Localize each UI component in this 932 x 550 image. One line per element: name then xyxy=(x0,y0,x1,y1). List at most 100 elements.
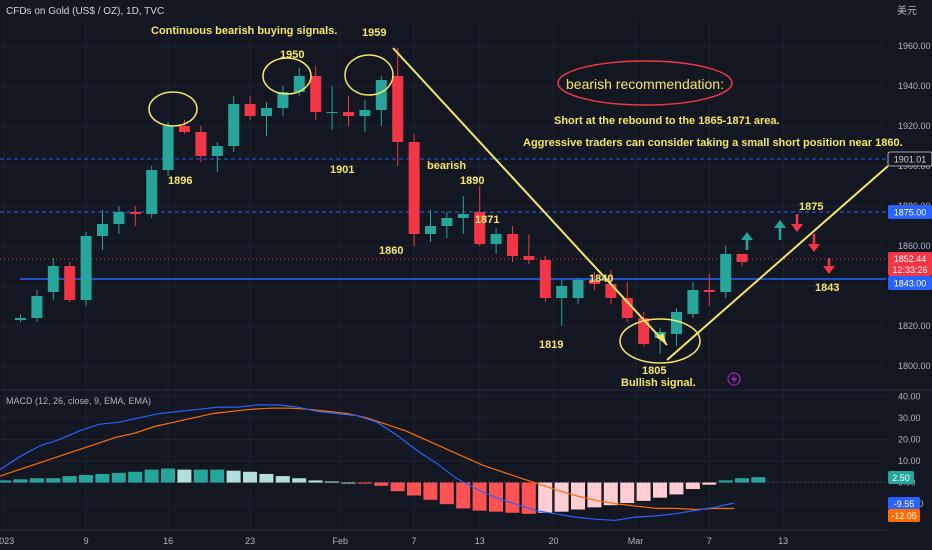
price-annotation-label: 1875 xyxy=(799,201,823,213)
price-tick-label: 1820.00 xyxy=(898,321,931,331)
macd-histogram-bar xyxy=(210,469,225,483)
candle-body[interactable] xyxy=(375,80,387,110)
time-tick-label: 13 xyxy=(778,536,788,546)
candle-body[interactable] xyxy=(507,234,518,256)
candle-body[interactable] xyxy=(441,218,453,226)
downtrend-arrowhead xyxy=(656,333,667,345)
candle-body[interactable] xyxy=(621,298,633,318)
candle-body[interactable] xyxy=(261,108,272,116)
macd-signal-tag[interactable]: -12.05 xyxy=(888,509,920,522)
lightning-event-icon[interactable] xyxy=(727,372,741,386)
candle-body[interactable] xyxy=(474,212,486,244)
macd-histogram-bar xyxy=(95,473,110,483)
macd-histogram-bar xyxy=(0,480,11,483)
candle-body[interactable] xyxy=(687,290,699,314)
bullish-signal-label: Bullish signal. xyxy=(621,377,696,389)
macd-histogram-bar xyxy=(423,482,438,500)
candle-body[interactable] xyxy=(310,76,322,112)
candle-body[interactable] xyxy=(539,260,551,298)
candle-body[interactable] xyxy=(703,290,715,292)
candle-body[interactable] xyxy=(457,214,469,218)
candle-body[interactable] xyxy=(359,110,371,116)
candle-body[interactable] xyxy=(113,212,125,224)
price-tick-label: 1920.00 xyxy=(898,121,931,131)
price-tag-last[interactable]: 1852.44 12:33:26 xyxy=(888,252,932,276)
macd-histogram-bar xyxy=(111,472,126,483)
macd-histogram-bar xyxy=(193,469,208,483)
candle-body[interactable] xyxy=(523,256,535,260)
macd-histogram-bar xyxy=(407,482,421,496)
red-down-arrow xyxy=(791,214,803,232)
candle-body[interactable] xyxy=(195,132,207,156)
ellipse-1896-top[interactable] xyxy=(148,91,198,127)
macd-lines-group xyxy=(0,404,735,521)
candle-body[interactable] xyxy=(736,254,748,262)
macd-tick-label: 30.00 xyxy=(898,413,921,423)
top-left-note: Continuous bearish buying signals. xyxy=(151,25,337,37)
candle-body[interactable] xyxy=(47,266,59,292)
macd-histogram-bar xyxy=(177,469,192,483)
time-tick-label: 7 xyxy=(412,536,417,546)
candle-body[interactable] xyxy=(129,212,141,214)
time-tick-label: Mar xyxy=(628,536,644,546)
price-tick-label: 1960.00 xyxy=(898,41,931,51)
macd-signal-line xyxy=(0,407,735,511)
candle-body[interactable] xyxy=(293,76,305,92)
price-annotation-label: 1871 xyxy=(475,214,499,226)
ellipse-1950-top[interactable] xyxy=(262,57,312,95)
candle-body[interactable] xyxy=(425,226,436,234)
macd-histogram-bar xyxy=(735,478,749,483)
svg-text:1843.00: 1843.00 xyxy=(894,279,927,289)
macd-histogram-bar xyxy=(275,476,290,483)
price-annotation-label: 1890 xyxy=(460,175,484,187)
macd-histogram-bar xyxy=(79,475,93,483)
recommendation-ellipse[interactable] xyxy=(557,60,733,106)
candle-body[interactable] xyxy=(392,76,404,142)
candle-body[interactable] xyxy=(572,280,584,298)
candle-body[interactable] xyxy=(64,266,76,300)
candle-body[interactable] xyxy=(343,112,354,116)
macd-line-tag[interactable]: -9.55 xyxy=(888,497,920,510)
candle-body[interactable] xyxy=(179,126,190,132)
candle-body[interactable] xyxy=(671,312,682,334)
price-annotation-label: 1819 xyxy=(539,339,563,351)
candle-body[interactable] xyxy=(605,284,617,298)
price-annotation-label: 1950 xyxy=(280,49,304,61)
downtrend-line[interactable] xyxy=(392,47,668,346)
candle-body[interactable] xyxy=(720,254,732,292)
time-axis[interactable]: 2023 9 16 23 Feb 7 13 20 Mar 7 13 xyxy=(0,536,788,546)
time-tick-label: 2023 xyxy=(0,536,14,546)
candle-body[interactable] xyxy=(162,126,174,170)
price-tag-1901[interactable]: 1901.01 xyxy=(887,151,932,167)
candle-body[interactable] xyxy=(97,224,108,236)
candle-body[interactable] xyxy=(15,318,26,320)
candle-body[interactable] xyxy=(326,112,338,113)
svg-text:1875.00: 1875.00 xyxy=(894,208,927,218)
candle-body[interactable] xyxy=(211,146,223,156)
candle-body[interactable] xyxy=(31,296,43,318)
macd-histogram-bar xyxy=(554,482,569,512)
candle-body[interactable] xyxy=(556,286,568,298)
macd-histogram-bar xyxy=(685,482,700,490)
candle-body[interactable] xyxy=(228,104,240,146)
candle-body[interactable] xyxy=(244,104,256,116)
macd-histogram-bar xyxy=(521,482,536,514)
candle-body[interactable] xyxy=(277,92,289,108)
candle-body[interactable] xyxy=(80,236,92,300)
svg-text:2.50: 2.50 xyxy=(892,473,910,483)
ellipse-1959-top[interactable] xyxy=(344,54,394,96)
candle-body[interactable] xyxy=(146,170,158,214)
price-tag-1875[interactable]: 1875.00 xyxy=(888,205,932,219)
candle-body[interactable] xyxy=(638,318,650,344)
macd-histogram-bar xyxy=(46,478,61,483)
price-tag-1843[interactable]: 1843.00 xyxy=(888,276,932,290)
ellipse-1805-bottom[interactable] xyxy=(619,318,701,364)
price-annotation-label: 1843 xyxy=(815,282,839,294)
time-tick-label: 9 xyxy=(84,536,89,546)
candle-body[interactable] xyxy=(490,234,502,244)
candle-body[interactable] xyxy=(589,280,600,284)
macd-histogram-tag[interactable]: 2.50 xyxy=(888,471,914,484)
candle-body[interactable] xyxy=(408,142,420,234)
uptrend-line[interactable] xyxy=(666,165,889,361)
